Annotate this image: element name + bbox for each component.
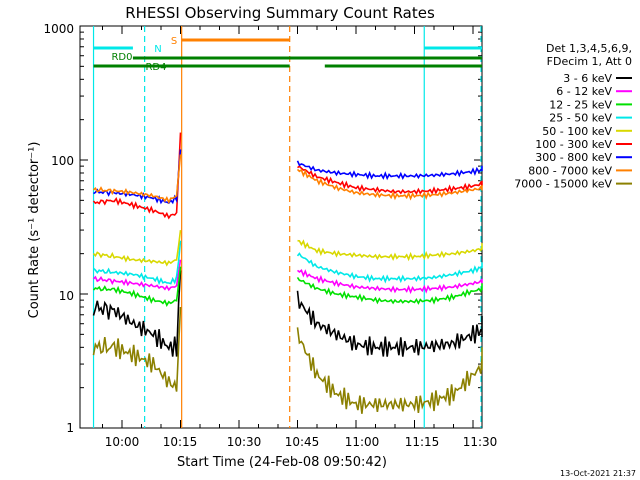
- x-tick-label: 11:30: [463, 435, 498, 449]
- series-line-6: [93, 149, 182, 205]
- x-tick-label: 11:15: [405, 435, 440, 449]
- legend-entry-label: 6 - 12 keV: [556, 85, 612, 98]
- x-tick-label: 10:45: [285, 435, 320, 449]
- series-line-7: [92, 154, 182, 205]
- y-axis-label: Count Rate (s⁻¹ detector⁻¹): [27, 142, 42, 319]
- series-line-1: [296, 268, 483, 295]
- series-line-6: [296, 160, 483, 181]
- legend-entry-label: 7000 - 15000 keV: [514, 178, 612, 191]
- x-tick-label: 10:15: [163, 435, 198, 449]
- series-line-5: [92, 132, 182, 220]
- y-tick-label: 1000: [43, 22, 74, 36]
- series-line-2: [92, 266, 182, 307]
- y-tick-label: 10: [59, 289, 74, 303]
- chart-marks: [80, 26, 483, 429]
- series-line-1: [92, 259, 182, 292]
- legend-entry-label: 12 - 25 keV: [549, 98, 612, 111]
- series-line-4: [92, 230, 182, 267]
- chart-title: RHESSI Observing Summary Count Rates: [125, 4, 435, 22]
- flag-label-n: N: [154, 44, 161, 55]
- series-line-7: [296, 168, 483, 201]
- series-line-8: [296, 327, 483, 414]
- x-axis-label: Start Time (24-Feb-08 09:50:42): [177, 455, 387, 470]
- flag-label-s: S: [171, 36, 177, 47]
- footer-timestamp: 13-Oct-2021 21:37: [560, 469, 636, 478]
- y-tick-label: 1: [66, 421, 74, 435]
- legend-header-line-2: FDecim 1, Att 0: [547, 55, 632, 68]
- series-line-0: [296, 290, 483, 357]
- x-tick-label: 11:00: [345, 435, 380, 449]
- legend-entry-label: 50 - 100 keV: [542, 125, 612, 138]
- series-line-5: [297, 165, 483, 196]
- y-tick-label: 100: [51, 154, 74, 168]
- series-line-3: [296, 252, 483, 284]
- legend: Det 1,3,4,5,6,9, FDecim 1, Att 0 3 - 6 k…: [514, 42, 632, 191]
- series-line-2: [296, 276, 483, 305]
- legend-entry-label: 100 - 300 keV: [535, 138, 612, 151]
- series-line-8: [92, 306, 182, 392]
- legend-entry-label: 25 - 50 keV: [549, 112, 612, 125]
- x-tick-label: 10:00: [105, 435, 140, 449]
- legend-entry-label: 3 - 6 keV: [563, 72, 612, 85]
- flag-label-rd0: RD0: [111, 52, 132, 63]
- legend-header-line-1: Det 1,3,4,5,6,9,: [546, 42, 632, 55]
- series-line-0: [92, 270, 182, 357]
- legend-entry-label: 800 - 7000 keV: [528, 164, 612, 177]
- series-line-3: [92, 240, 182, 286]
- plot-frame: [79, 25, 483, 429]
- x-tick-label: 10:30: [227, 435, 262, 449]
- series-line-4: [297, 239, 483, 262]
- legend-entry-label: 300 - 800 keV: [535, 151, 612, 164]
